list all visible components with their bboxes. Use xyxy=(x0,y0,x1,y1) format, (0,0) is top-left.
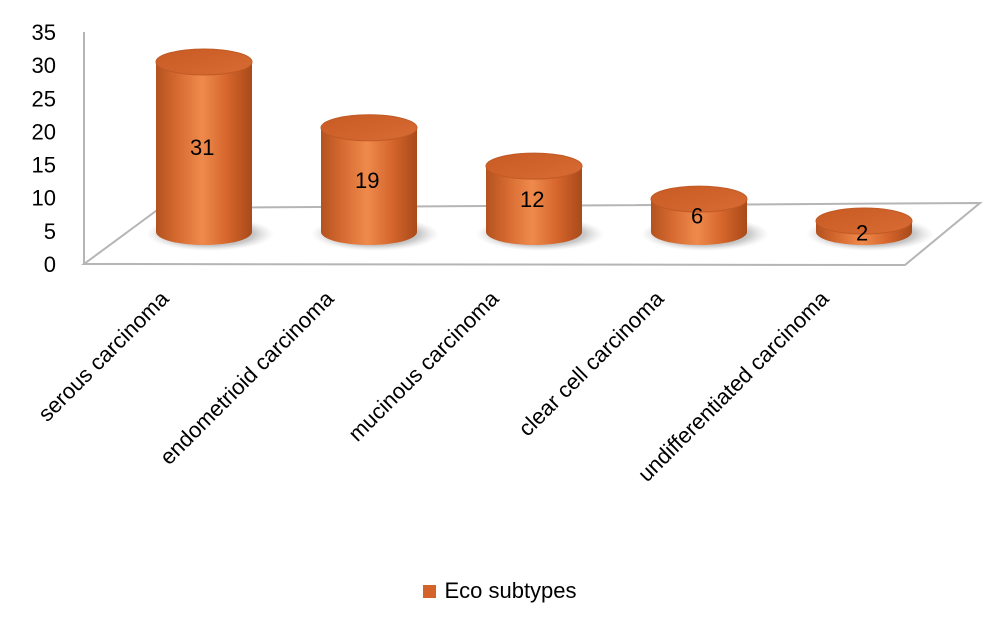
x-tick-label: undifferentiated carcinoma xyxy=(633,285,834,486)
bar-body xyxy=(486,166,582,245)
bar-top xyxy=(815,207,913,235)
x-tick-label: mucinous carcinoma xyxy=(343,285,504,446)
bar: 6 xyxy=(641,185,769,251)
bar-top xyxy=(155,48,253,76)
y-tick-label: 20 xyxy=(32,119,56,144)
legend-swatch xyxy=(423,584,437,598)
y-tick-label: 15 xyxy=(32,153,56,178)
bar-top xyxy=(650,185,748,213)
y-tick-label: 10 xyxy=(32,186,56,211)
x-tick-label: clear cell carcinoma xyxy=(513,285,669,441)
bar-top xyxy=(320,114,418,142)
bar: 2 xyxy=(806,207,934,251)
x-tick-label: endometrioid carcinoma xyxy=(155,285,339,469)
y-tick-label: 0 xyxy=(44,252,56,277)
bar-top xyxy=(485,152,583,180)
bar: 12 xyxy=(476,152,604,251)
bar-value-label: 19 xyxy=(355,168,379,193)
bar-value-label: 6 xyxy=(691,204,703,229)
bar-value-label: 31 xyxy=(190,135,214,160)
y-tick-label: 35 xyxy=(32,20,56,45)
legend-label: Eco subtypes xyxy=(444,578,577,604)
bar-body xyxy=(321,127,417,245)
bar-value-label: 2 xyxy=(856,221,868,246)
y-tick-label: 5 xyxy=(44,219,56,244)
bar-series: 31 19 12 6 2 xyxy=(146,48,934,251)
legend: Eco subtypes xyxy=(0,577,1000,604)
bar-body xyxy=(156,61,252,245)
y-tick-label: 30 xyxy=(32,53,56,78)
y-tick-label: 25 xyxy=(32,86,56,111)
bar: 19 xyxy=(311,114,439,251)
y-axis-ticks: 0 5 10 15 20 25 30 35 xyxy=(32,20,56,277)
bar: 31 xyxy=(146,48,274,251)
bar-value-label: 12 xyxy=(520,187,544,212)
x-tick-label: serous carcinoma xyxy=(33,285,174,426)
